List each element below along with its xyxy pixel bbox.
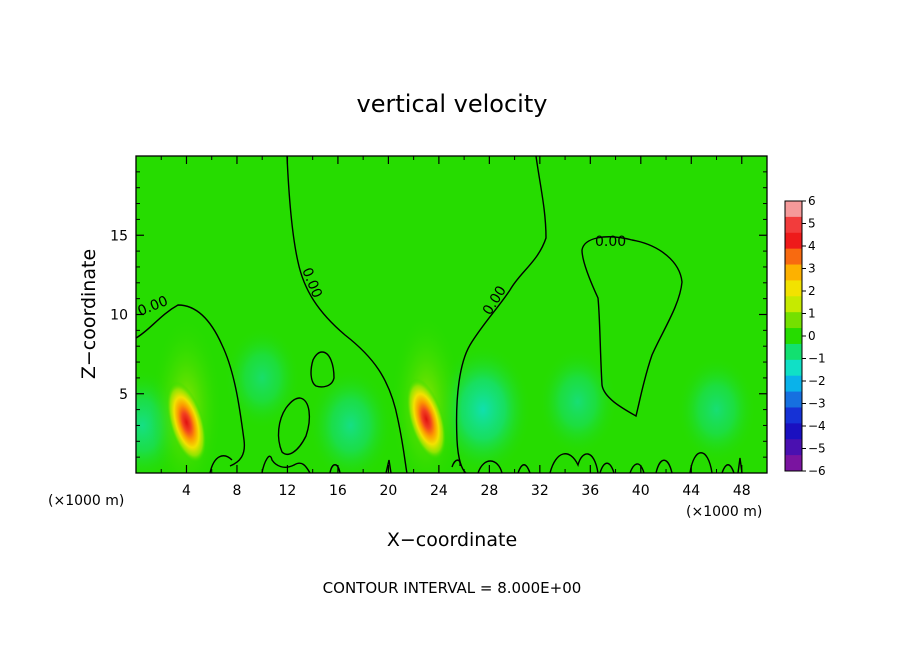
colorbar-tick-label: 1 (808, 307, 816, 321)
colorbar-tick-label: 3 (808, 262, 816, 276)
downdraft-region-4 (538, 348, 618, 456)
x-tick-label: 4 (182, 483, 191, 499)
x-unit-right: (×1000 m) (686, 504, 762, 520)
colorbar-tick-label: 2 (808, 284, 816, 298)
colorbar-swatch (785, 343, 802, 361)
zero-contours (136, 156, 743, 473)
x-axis-label: X−coordinate (387, 529, 517, 551)
updraft-core-2 (406, 378, 447, 460)
colorbar-tick-label: −3 (808, 397, 826, 411)
x-tick-label: 48 (733, 483, 751, 499)
y-tick-label: 10 (110, 308, 128, 324)
colorbar-swatch (785, 391, 802, 408)
y-axis-label: Z−coordinate (78, 249, 100, 379)
chart-title: vertical velocity (357, 90, 548, 118)
y-tick-label: 15 (110, 228, 128, 244)
colorbar-swatch (785, 455, 802, 472)
colorbar-swatch (785, 280, 802, 297)
x-tick-label: 40 (632, 483, 650, 499)
colorbar-swatch (785, 264, 802, 281)
downdraft-region-5 (676, 356, 757, 464)
x-tick-label: 8 (232, 483, 241, 499)
colorbar-tick-label: −1 (808, 352, 826, 366)
colorbar-swatch (785, 296, 802, 313)
y-tick-label: 5 (119, 387, 128, 403)
contour-line-fragment (261, 455, 311, 473)
colorbar-tick-label: 0 (808, 329, 816, 343)
velocity-field (136, 313, 757, 473)
colorbar: 6 5 4 3 2 1 0 −1 −2 −3 −4 −5 −6 (784, 194, 826, 478)
colorbar-swatch (785, 407, 802, 424)
colorbar-swatch (785, 216, 802, 234)
colorbar-tick-label: −4 (808, 419, 826, 433)
x-tick-label: 28 (480, 483, 498, 499)
colorbar-tick-label: −5 (808, 442, 826, 456)
contour-interval-note: CONTOUR INTERVAL = 8.000E+00 (323, 579, 582, 597)
contour-line-1 (136, 304, 246, 467)
x-axis: 4 8 12 16 20 24 28 32 36 40 44 48 (160, 156, 751, 499)
x-tick-label: 44 (682, 483, 700, 499)
x-tick-label: 12 (279, 483, 297, 499)
colorbar-swatch (785, 423, 802, 440)
colorbar-tick-label: 6 (808, 194, 816, 208)
colorbar-swatch (785, 328, 802, 345)
colorbar-swatch (785, 439, 802, 456)
colorbar-swatch (785, 375, 802, 393)
colorbar-tick-label: −6 (808, 464, 826, 478)
y-axis: 5 10 15 (110, 171, 767, 458)
x-tick-label: 24 (430, 483, 448, 499)
downdraft-region-2 (308, 368, 393, 473)
colorbar-tick-label: −2 (808, 374, 826, 388)
updraft-core-1 (166, 381, 207, 463)
colorbar-tick-label: 4 (808, 239, 816, 253)
contour-closed-small (310, 351, 335, 388)
colorbar-swatch (785, 232, 802, 250)
x-tick-label: 36 (581, 483, 599, 499)
contour-wiggles (209, 452, 743, 473)
colorbar-swatch (785, 359, 802, 377)
colorbar-swatch (785, 201, 802, 218)
contour-label-4: 0.00 (595, 234, 626, 250)
contour-line-2 (286, 156, 408, 473)
colorbar-swatch (785, 248, 802, 266)
contour-line-4 (581, 236, 683, 418)
x-tick-label: 16 (329, 483, 347, 499)
contour-line-3 (455, 156, 547, 473)
downdraft-region-1 (224, 326, 301, 430)
x-tick-label: 32 (531, 483, 549, 499)
x-unit-left: (×1000 m) (48, 493, 124, 509)
x-tick-label: 20 (379, 483, 397, 499)
colorbar-tick-label: 5 (808, 217, 816, 231)
plot-field (136, 156, 767, 473)
colorbar-swatch (785, 312, 802, 329)
contour-closed-mid (277, 397, 311, 455)
